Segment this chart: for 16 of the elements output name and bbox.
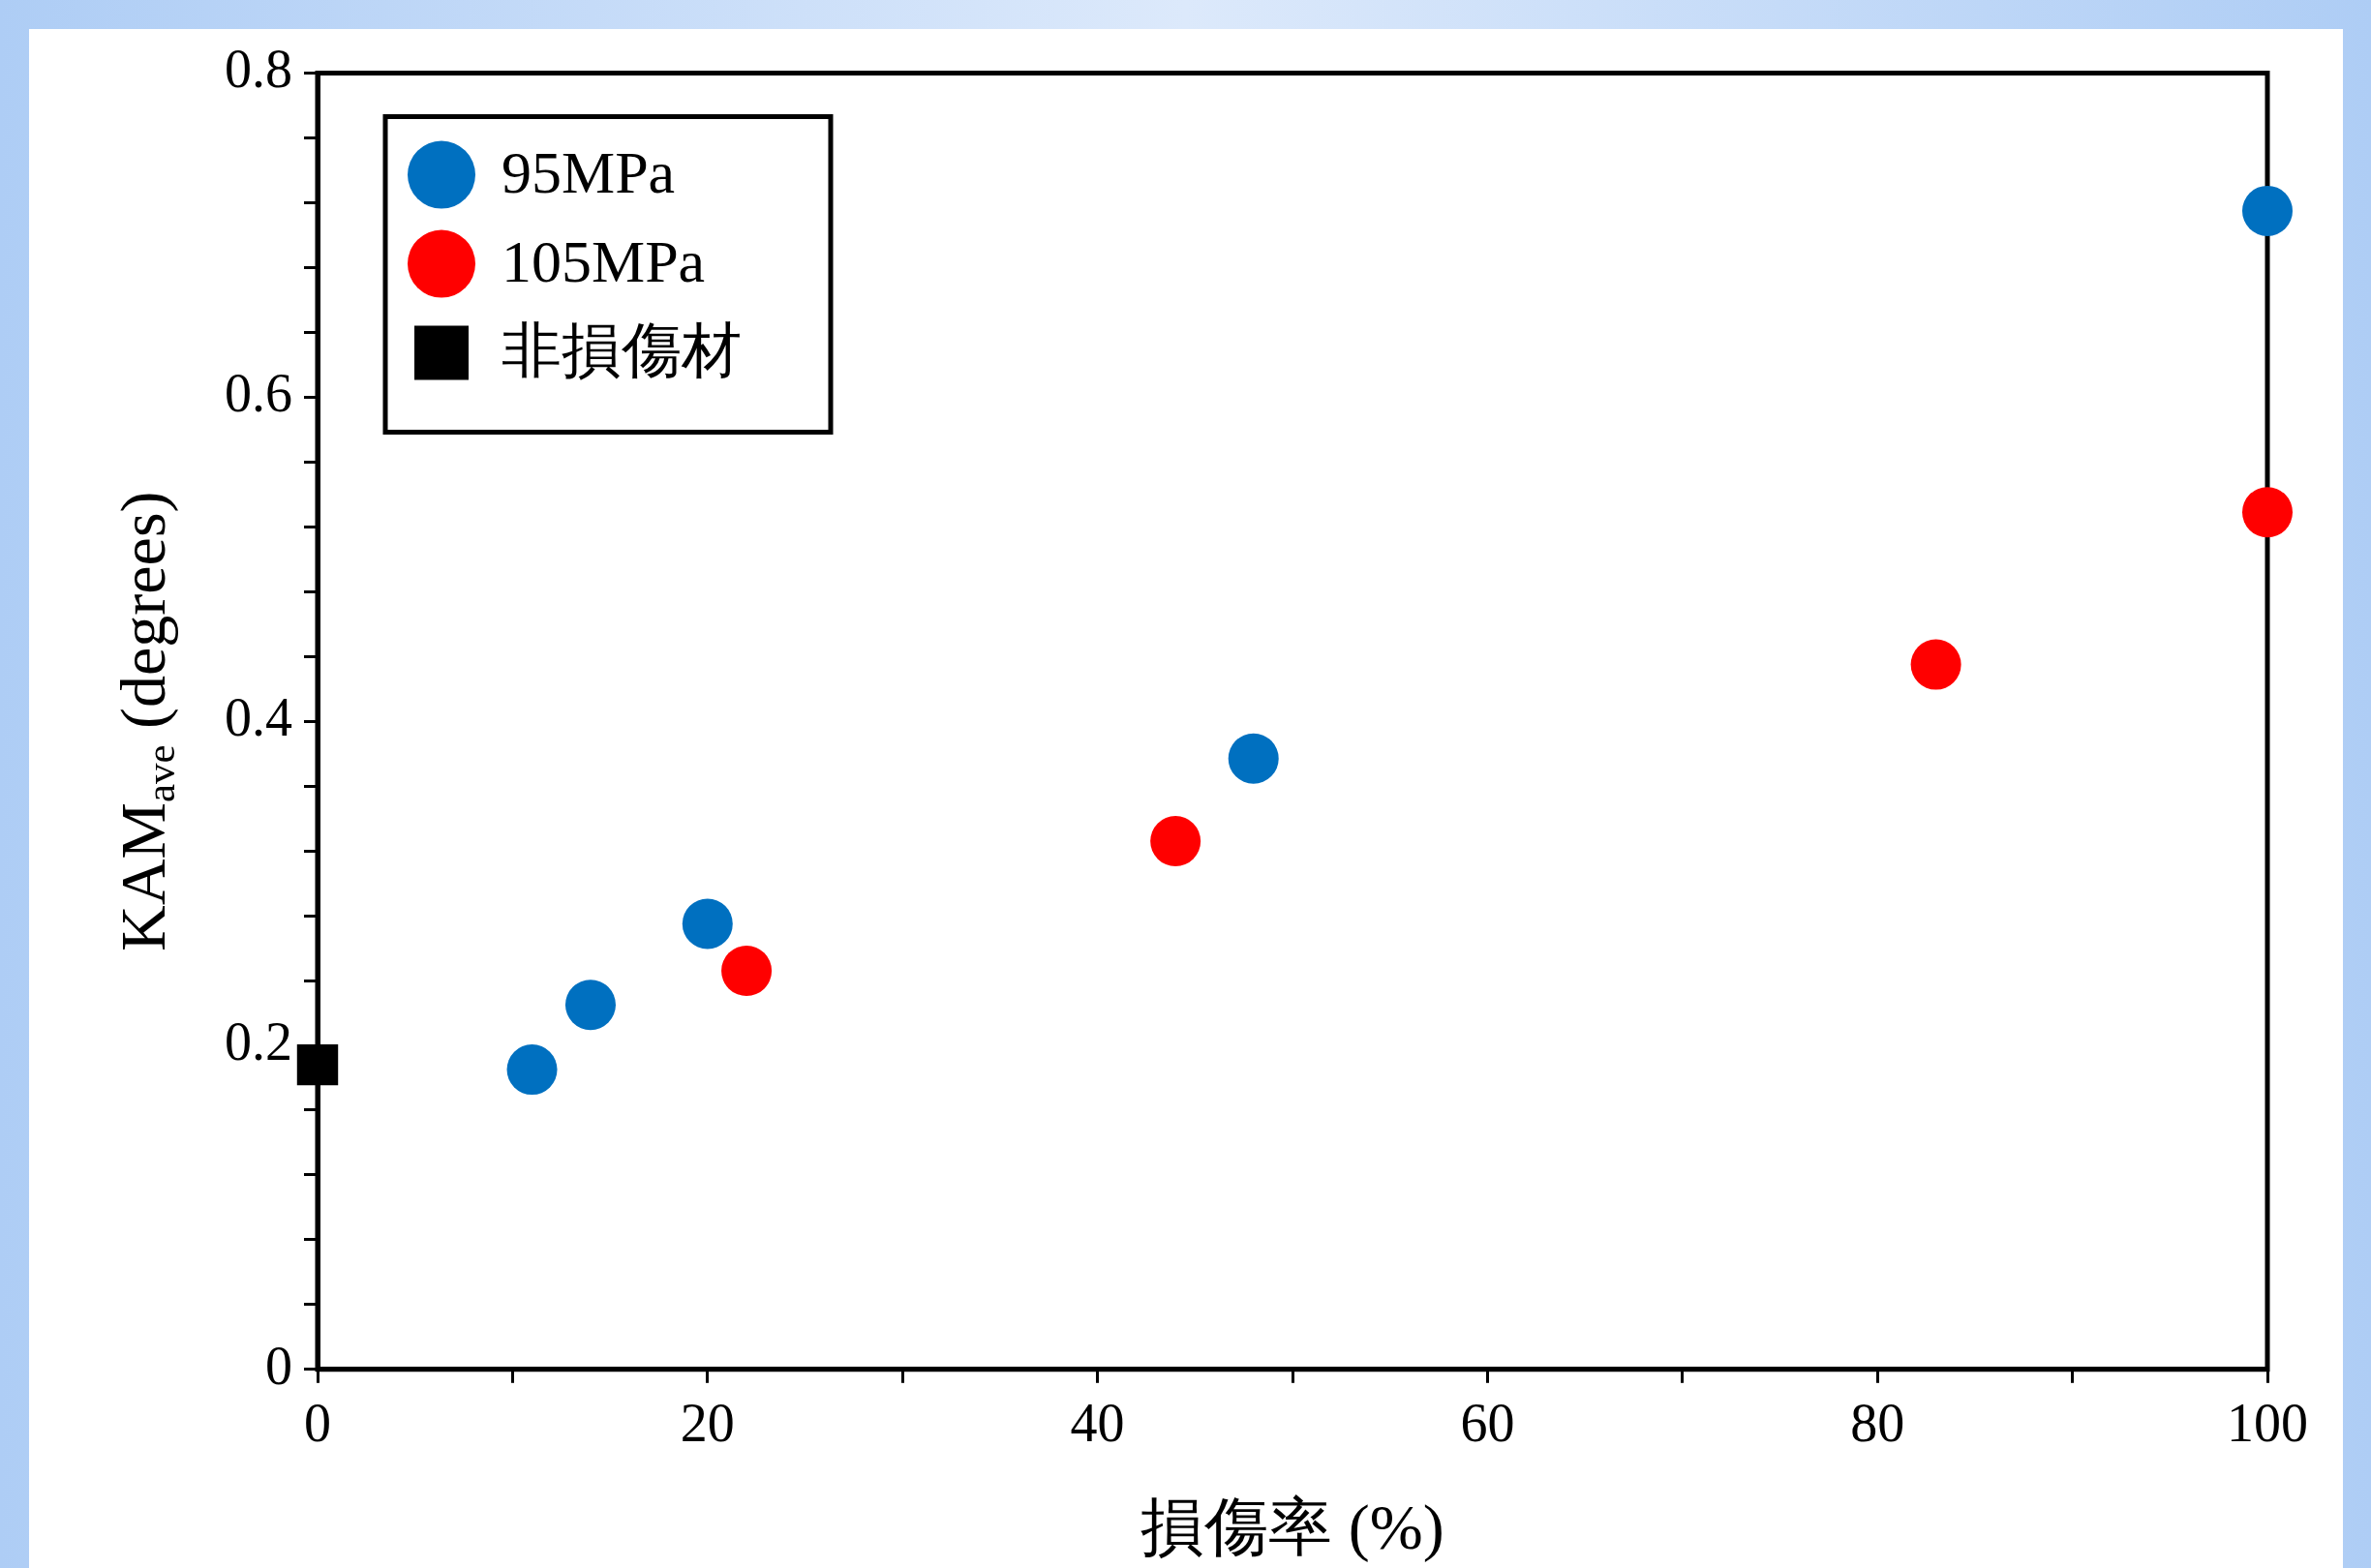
x-tick-label: 60	[1460, 1393, 1515, 1454]
y-tick-label: 0	[265, 1335, 292, 1396]
x-tick-label: 20	[680, 1393, 735, 1454]
x-tick-label: 100	[2227, 1393, 2308, 1454]
x-tick-label: 80	[1850, 1393, 1905, 1454]
legend-label: 105MPa	[502, 227, 706, 294]
y-tick-label: 0.4	[225, 686, 292, 747]
y-tick-label: 0.6	[225, 363, 292, 424]
x-tick-label: 0	[304, 1393, 331, 1454]
y-tick-label: 0.8	[225, 39, 292, 100]
y-tick-label: 0.2	[225, 1010, 292, 1071]
legend-label: 95MPa	[502, 138, 676, 205]
legend-label: 非損傷材	[502, 317, 742, 383]
x-axis-title: 損傷率 (%)	[1140, 1492, 1444, 1563]
x-tick-label: 40	[1070, 1393, 1125, 1454]
y-axis-title: KAMave (degrees)	[107, 491, 183, 951]
